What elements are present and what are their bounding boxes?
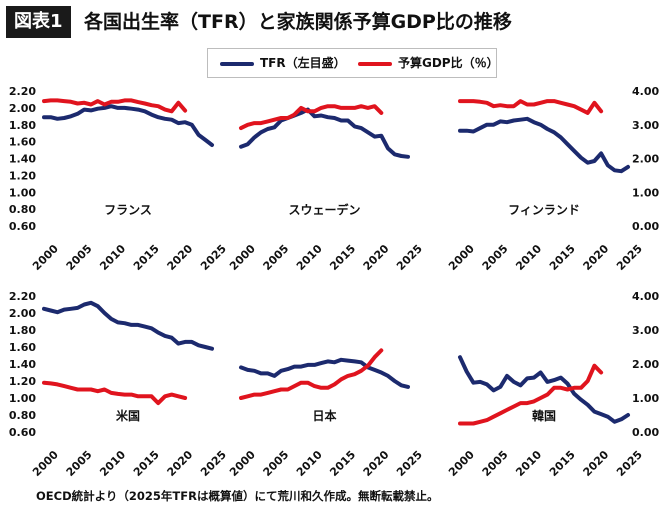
x-tick-label: 2020 <box>361 242 392 273</box>
y-tick-left-label: 1.80 <box>9 324 36 337</box>
x-tick-label: 2000 <box>227 242 258 273</box>
tfr-line <box>239 107 410 159</box>
y-tick-right-label: 1.00 <box>632 392 659 405</box>
panel-country-label: 韓国 <box>532 408 556 423</box>
y-tick-right-label: 0.00 <box>632 426 659 439</box>
budget-gdp-line <box>239 348 384 400</box>
y-tick-left-label: 1.20 <box>9 375 36 388</box>
legend-tfr-swatch <box>220 62 254 66</box>
y-tick-left-label: 2.20 <box>9 85 36 98</box>
x-tick-label: 2020 <box>165 242 196 273</box>
y-tick-left-label: 1.60 <box>9 341 36 354</box>
legend-budget-label: 予算GDP比（％） <box>398 56 499 70</box>
y-tick-left-label: 1.40 <box>9 153 36 166</box>
y-tick-left-label: 1.60 <box>9 136 36 149</box>
y-tick-left-label: 1.80 <box>9 119 36 132</box>
figure-badge: 図表1 <box>6 6 71 38</box>
x-tick-label: 2005 <box>261 242 292 273</box>
legend-tfr-label: TFR（左目盛） <box>260 56 346 70</box>
x-tick-label: 2010 <box>97 448 128 479</box>
y-tick-left-label: 0.80 <box>9 203 36 216</box>
tfr-line <box>42 104 214 147</box>
x-tick-label: 2005 <box>64 242 95 273</box>
y-tick-left-label: 1.40 <box>9 358 36 371</box>
tfr-line <box>458 116 630 174</box>
x-tick-label: 2015 <box>131 448 162 479</box>
budget-gdp-line <box>42 380 188 406</box>
x-tick-label: 2025 <box>394 242 425 273</box>
y-tick-left-label: 1.00 <box>9 392 36 405</box>
x-tick-label: 2020 <box>581 448 612 479</box>
budget-gdp-line <box>239 104 384 131</box>
budget-gdp-line <box>458 99 604 115</box>
y-tick-right-label: 0.00 <box>632 220 659 233</box>
x-tick-label: 2000 <box>446 448 477 479</box>
x-tick-label: 2000 <box>446 242 477 273</box>
x-tick-label: 2025 <box>614 448 645 479</box>
x-tick-label: 2005 <box>64 448 95 479</box>
tfr-line <box>42 300 214 351</box>
x-tick-label: 2015 <box>327 448 358 479</box>
y-tick-right-label: 3.00 <box>632 324 659 337</box>
y-tick-right-label: 1.00 <box>632 186 659 199</box>
x-tick-label: 2020 <box>581 242 612 273</box>
tfr-line <box>239 357 410 389</box>
x-tick-label: 2025 <box>394 448 425 479</box>
y-tick-left-label: 0.60 <box>9 426 36 439</box>
x-tick-label: 2005 <box>261 448 292 479</box>
x-tick-label: 2010 <box>97 242 128 273</box>
x-tick-label: 2020 <box>361 448 392 479</box>
y-tick-left-label: 2.00 <box>9 102 36 115</box>
y-tick-left-label: 1.00 <box>9 186 36 199</box>
panel-country-label: フランス <box>104 203 152 217</box>
x-tick-label: 2015 <box>327 242 358 273</box>
y-tick-left-label: 1.20 <box>9 169 36 182</box>
x-tick-label: 2025 <box>198 448 229 479</box>
x-tick-label: 2020 <box>165 448 196 479</box>
y-tick-right-label: 4.00 <box>632 85 659 98</box>
x-tick-label: 2025 <box>614 242 645 273</box>
y-tick-right-label: 3.00 <box>632 119 659 132</box>
y-tick-left-label: 0.80 <box>9 409 36 422</box>
x-tick-label: 2015 <box>547 242 578 273</box>
legend: TFR（左目盛） 予算GDP比（％） <box>207 48 499 78</box>
x-tick-label: 2000 <box>227 448 258 479</box>
y-tick-right-label: 4.00 <box>632 290 659 303</box>
x-tick-label: 2010 <box>513 242 544 273</box>
x-tick-label: 2015 <box>547 448 578 479</box>
y-tick-left-label: 2.20 <box>9 290 36 303</box>
x-tick-label: 2010 <box>294 448 325 479</box>
x-tick-label: 2010 <box>513 448 544 479</box>
budget-gdp-line <box>42 98 188 114</box>
x-tick-label: 2010 <box>294 242 325 273</box>
x-tick-label: 2000 <box>30 242 61 273</box>
x-tick-label: 2005 <box>480 448 511 479</box>
y-tick-left-label: 0.60 <box>9 220 36 233</box>
tfr-line <box>458 355 630 424</box>
panel-country-label: スウェーデン <box>288 202 360 217</box>
legend-budget-swatch <box>358 62 392 66</box>
budget-gdp-line <box>458 363 604 426</box>
panel-country-label: 米国 <box>116 408 140 423</box>
y-tick-left-label: 2.00 <box>9 307 36 320</box>
source-note: OECD統計より（2025年TFRは概算値）にて荒川和久作成。無断転載禁止。 <box>36 489 439 503</box>
x-tick-label: 2025 <box>198 242 229 273</box>
y-tick-right-label: 2.00 <box>632 153 659 166</box>
figure-title: 各国出生率（TFR）と家族関係予算GDP比の推移 <box>84 11 512 33</box>
x-tick-label: 2005 <box>480 242 511 273</box>
x-tick-label: 2000 <box>30 448 61 479</box>
x-tick-label: 2015 <box>131 242 162 273</box>
panel-country-label: フィンランド <box>508 203 580 217</box>
y-tick-right-label: 2.00 <box>632 358 659 371</box>
panel-country-label: 日本 <box>312 408 336 423</box>
